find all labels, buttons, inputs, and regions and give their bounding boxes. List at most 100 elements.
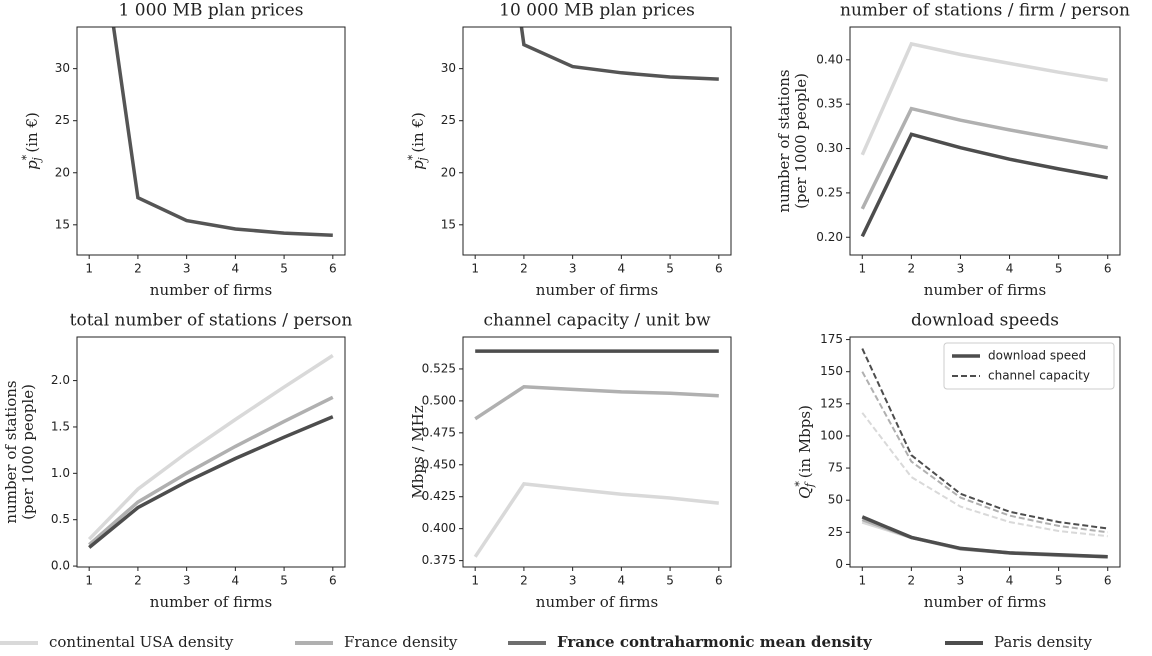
x-tick-label: 6 [1104,262,1112,276]
series-line [860,132,1109,238]
y-tick-label: 0.375 [422,553,456,567]
y-tick-label: 0.500 [422,393,456,407]
y-tick-label: 30 [55,61,70,75]
label-sup: * [793,481,806,487]
series-line [111,27,333,237]
series-line [861,412,1108,538]
x-tick-label: 1 [85,574,93,588]
y-axis-label: (per 1000 people) [792,73,810,209]
legend: continental USA density France density Fra… [0,633,1092,651]
y-tick-label: 150 [820,364,843,378]
legend-label: channel capacity [988,369,1090,383]
plot-lines [111,27,333,237]
x-tick-label: 4 [232,574,240,588]
x-tick-label: 5 [1055,262,1063,276]
x-tick-label: 4 [618,574,626,588]
x-axis-label: number of firms [150,593,272,611]
label-rest: (in €) [23,112,41,157]
chart: total number of stations / person number … [2,311,352,612]
chart: 10 000 MB plan prices number of firms 1 2 3 4… [406,1,732,299]
chart-title: number of stations / firm / person [840,1,1130,21]
y-tick-label: 175 [820,332,843,346]
x-axis-label: number of firms [536,593,658,611]
series-line [860,106,1109,210]
y-tick-label: 0.0 [51,559,70,573]
y-tick-label: 15 [55,217,70,231]
x-tick-label: 2 [134,574,142,588]
y-tick-label: 0 [835,557,843,571]
x-tick-label: 3 [569,262,577,276]
y-axis-label: number of stations [775,69,793,212]
y-tick-label: 0.400 [422,521,456,535]
x-tick-label: 4 [232,262,240,276]
x-tick-label: 4 [1006,574,1014,588]
series-line [474,385,719,421]
x-tick-label: 6 [329,574,337,588]
x-tick-label: 2 [908,262,916,276]
y-tick-label: 1.5 [51,419,70,433]
y-tick-label: 15 [441,217,456,231]
plot-frame [462,336,732,568]
series-line [860,41,1108,156]
x-tick-label: 5 [280,574,288,588]
y-tick-label: 0.40 [816,52,843,66]
x-tick-label: 2 [520,262,528,276]
series-line [87,354,334,541]
x-tick-label: 4 [618,262,626,276]
legend-label: France contraharmonic mean density [557,633,873,651]
y-tick-label: 50 [828,493,843,507]
y-tick-label: 0.35 [816,97,843,111]
label-symbol: p [23,160,41,170]
label-sub: f [803,481,816,488]
label-sup: * [406,154,419,160]
x-axis-label: number of firms [924,281,1046,299]
chart: 1 000 MB plan prices number of firms 1 2 3 4 5… [20,1,346,299]
series-line [88,415,334,549]
x-axis-label: number of firms [924,593,1046,611]
x-tick-label: 3 [569,574,577,588]
series-line [519,27,719,81]
x-tick-label: 1 [471,574,479,588]
y-tick-label: 0.425 [422,489,456,503]
plot-lines [861,348,1108,559]
legend-box [943,342,1115,390]
x-tick-label: 1 [85,262,93,276]
plot-lines [87,354,334,549]
chart-title: 10 000 MB plan prices [499,1,695,21]
chart-title: download speeds [911,311,1059,331]
x-tick-label: 5 [280,262,288,276]
chart-title: 1 000 MB plan prices [119,1,304,21]
label-rest: (in €) [409,112,427,157]
plot-lines [860,41,1109,238]
y-axis-label: Mbps / MHz [409,405,427,498]
y-tick-label: 25 [828,525,843,539]
chart-title: channel capacity / unit bw [483,311,710,331]
y-axis-label: number of stations [2,380,20,523]
plot-frame [76,26,346,256]
plot-frame [849,26,1121,256]
x-tick-label: 5 [1055,574,1063,588]
series-line [88,395,334,547]
x-tick-label: 5 [666,262,674,276]
x-tick-label: 3 [183,574,191,588]
series-line [861,371,1108,534]
label-sub: j [416,157,429,164]
y-tick-label: 0.25 [816,185,843,199]
y-tick-label: 0.30 [816,141,843,155]
x-tick-label: 2 [908,574,916,588]
x-tick-label: 3 [957,262,965,276]
x-tick-label: 1 [858,574,866,588]
y-tick-label: 0.450 [422,457,456,471]
x-axis-label: number of firms [536,281,658,299]
legend-label: download speed [988,349,1086,363]
y-tick-label: 0.475 [422,425,456,439]
x-tick-label: 1 [858,262,866,276]
plot-frame [849,336,1121,568]
label-symbol: p [409,160,427,170]
x-tick-label: 2 [520,574,528,588]
chart-title: total number of stations / person [70,311,353,331]
legend-label: France density [344,633,458,651]
series-line [861,348,1108,530]
x-tick-label: 5 [666,574,674,588]
x-tick-label: 6 [1104,574,1112,588]
